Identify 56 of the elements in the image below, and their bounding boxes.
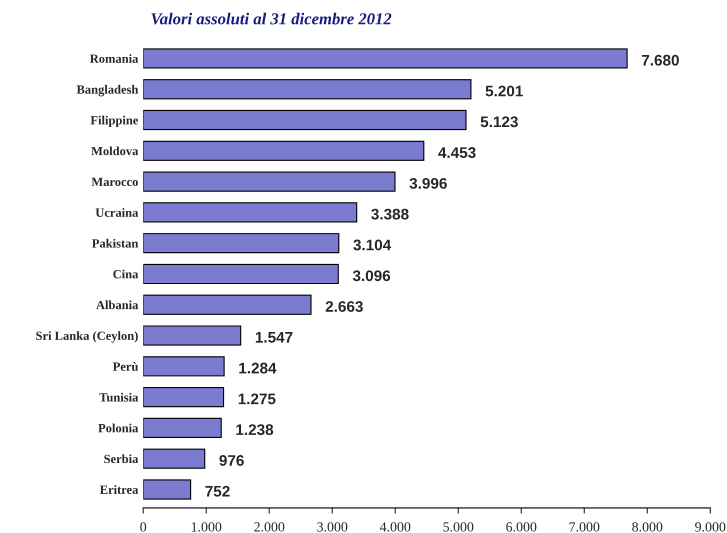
x-tick-label: 4.000 [380,522,410,532]
bar [143,140,424,161]
x-tick-label: 5.000 [443,522,474,532]
x-tick-label: 1.000 [192,522,222,532]
data-label: 1.547 [256,332,292,343]
bar [143,294,312,315]
y-tick-label: Eritrea [100,485,138,494]
x-tick-label: 3.000 [317,522,348,532]
y-tick-label: Filippine [90,116,138,128]
data-label: 3.388 [371,208,409,220]
y-tick-label: Ucraina [96,208,138,217]
bar [143,233,340,254]
bar [143,387,224,408]
data-label: 3.096 [352,270,390,282]
x-tick-label: 6.000 [506,522,536,532]
bar [143,325,242,346]
x-tick-label: 7.000 [570,522,600,532]
chart-title: Valori assoluti al 31 dicembre 2012 [151,12,392,25]
y-tick-label: Albania [96,300,138,310]
data-label: 3.996 [410,178,447,189]
data-label: 752 [205,486,230,497]
data-label: 5.201 [486,86,523,96]
x-tick-label: 8.000 [632,522,662,532]
bar [143,356,225,376]
y-tick-label: Cina [113,270,138,278]
data-label: 976 [219,455,244,466]
data-label: 7.680 [642,54,679,66]
bar [143,264,339,284]
y-tick-label: Moldova [91,146,138,156]
y-tick-label: Pakistan [92,238,138,248]
data-label: 5.123 [480,116,518,128]
data-label: 1.238 [236,424,274,436]
data-label: 4.453 [438,147,476,158]
y-tick-label: Perù [112,362,138,371]
data-label: 1.275 [238,393,276,404]
bar [143,479,192,500]
y-tick-label: Serbia [104,454,138,464]
y-tick-label: Polonia [98,424,138,432]
bar [143,110,467,130]
data-label: 1.284 [239,362,276,374]
x-tick-label: 2.000 [254,522,284,532]
bar [143,79,472,100]
y-tick-label: Bangladesh [76,84,138,96]
x-tick-label: 0 [140,522,146,532]
y-tick-label: Tunisia [99,392,138,402]
bar [143,172,396,192]
y-tick-label: Romania [90,54,138,63]
data-label: 2.663 [326,301,363,312]
bar [143,418,222,438]
data-label: 3.104 [353,240,392,250]
y-tick-label: Marocco [92,178,138,186]
bar [143,448,206,469]
bar [143,48,628,69]
y-tick-label: Sri Lanka (Ceylon) [36,331,138,343]
x-tick-label: 9.000 [695,522,726,532]
bar [143,202,358,222]
